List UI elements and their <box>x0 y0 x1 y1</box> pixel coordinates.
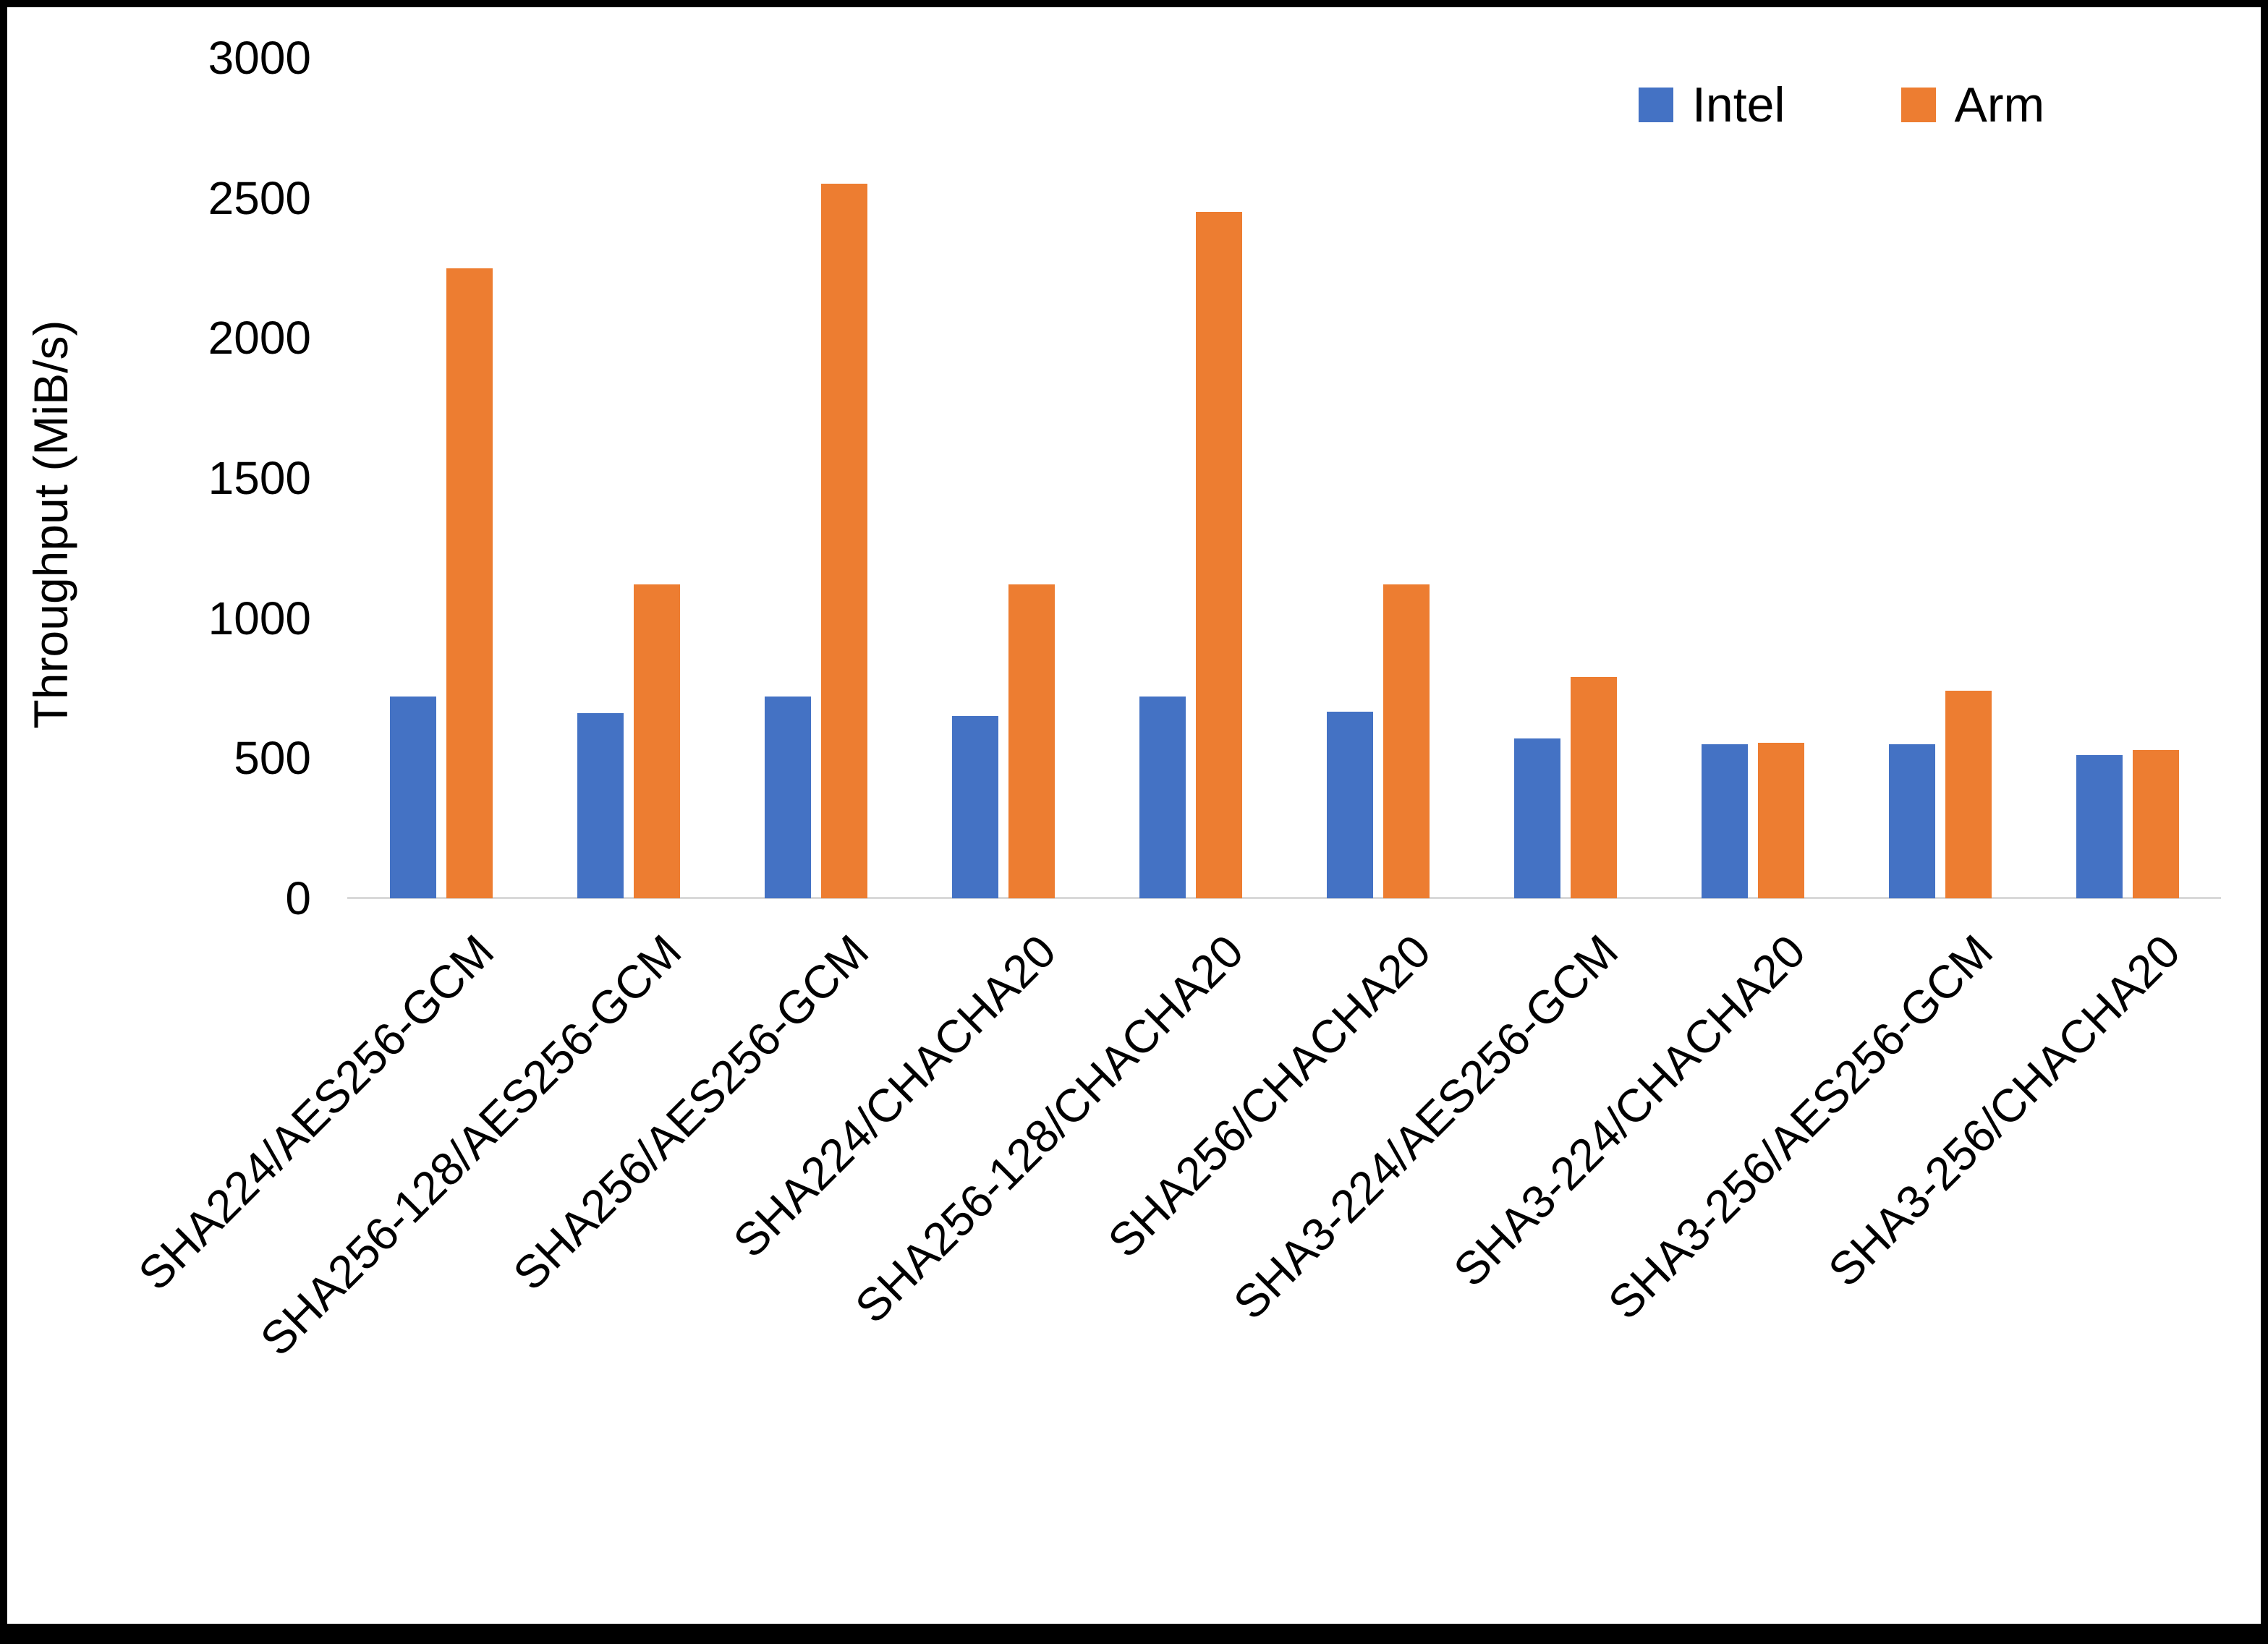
legend-label-arm: Arm <box>1954 77 2045 132</box>
bar-arm-4 <box>1008 584 1055 898</box>
x-axis-line <box>347 897 2221 899</box>
legend: Intel Arm <box>1639 77 2044 133</box>
y-tick-label: 2500 <box>208 171 311 224</box>
y-tick-label: 1500 <box>208 452 311 504</box>
legend-item-arm: Arm <box>1900 77 2045 133</box>
plot-area: 0 500 1000 1500 2000 2500 3000 SHA224/AES256-GC… <box>7 7 2261 1624</box>
y-tick-label: 3000 <box>208 32 311 84</box>
bar-arm-3 <box>820 184 867 898</box>
bar-arm-7 <box>1570 677 1617 898</box>
y-tick-label: 500 <box>234 732 311 785</box>
y-tick-label: 2000 <box>208 312 311 365</box>
x-tick-label: SHA256/AES256-GCM <box>503 924 879 1300</box>
x-tick-label: SHA3-256/AES256-GCM <box>1598 924 2003 1329</box>
bar-arm-10 <box>2132 749 2179 898</box>
bar-intel-2 <box>577 713 624 898</box>
bar-intel-1 <box>389 697 436 898</box>
bar-arm-5 <box>1195 212 1242 898</box>
x-tick-label: SHA3-224/CHACHA20 <box>1443 924 1816 1297</box>
bar-intel-4 <box>951 716 998 898</box>
y-tick-label: 0 <box>285 872 311 924</box>
bar-intel-7 <box>1513 738 1560 898</box>
x-tick-label: SHA256/CHACHA20 <box>1097 924 1441 1268</box>
x-tick-label: SHA256-128/CHACHA20 <box>845 924 1254 1333</box>
bar-arm-8 <box>1757 743 1804 898</box>
x-tick-label: SHA224/AES256-GCM <box>128 924 504 1300</box>
bar-arm-6 <box>1383 584 1430 898</box>
bar-intel-10 <box>2076 755 2123 898</box>
bar-intel-9 <box>1888 744 1935 898</box>
legend-swatch-arm-icon <box>1900 88 1936 122</box>
x-tick-label: SHA3-224/AES256-GCM <box>1223 924 1628 1329</box>
x-tick-label: SHA3-256/CHACHA20 <box>1818 924 2191 1297</box>
legend-swatch-intel-icon <box>1639 88 1673 122</box>
bar-intel-5 <box>1139 697 1186 898</box>
bar-arm-1 <box>446 268 493 898</box>
bar-arm-2 <box>633 584 680 898</box>
legend-label-intel: Intel <box>1692 77 1785 132</box>
x-tick-label: SHA224/CHACHA20 <box>723 924 1066 1268</box>
y-tick-label: 1000 <box>208 592 311 644</box>
bar-arm-9 <box>1945 691 1992 898</box>
legend-item-intel: Intel <box>1639 77 1785 133</box>
bar-intel-3 <box>764 697 811 898</box>
bar-intel-6 <box>1326 712 1373 898</box>
bar-intel-8 <box>1701 744 1748 898</box>
